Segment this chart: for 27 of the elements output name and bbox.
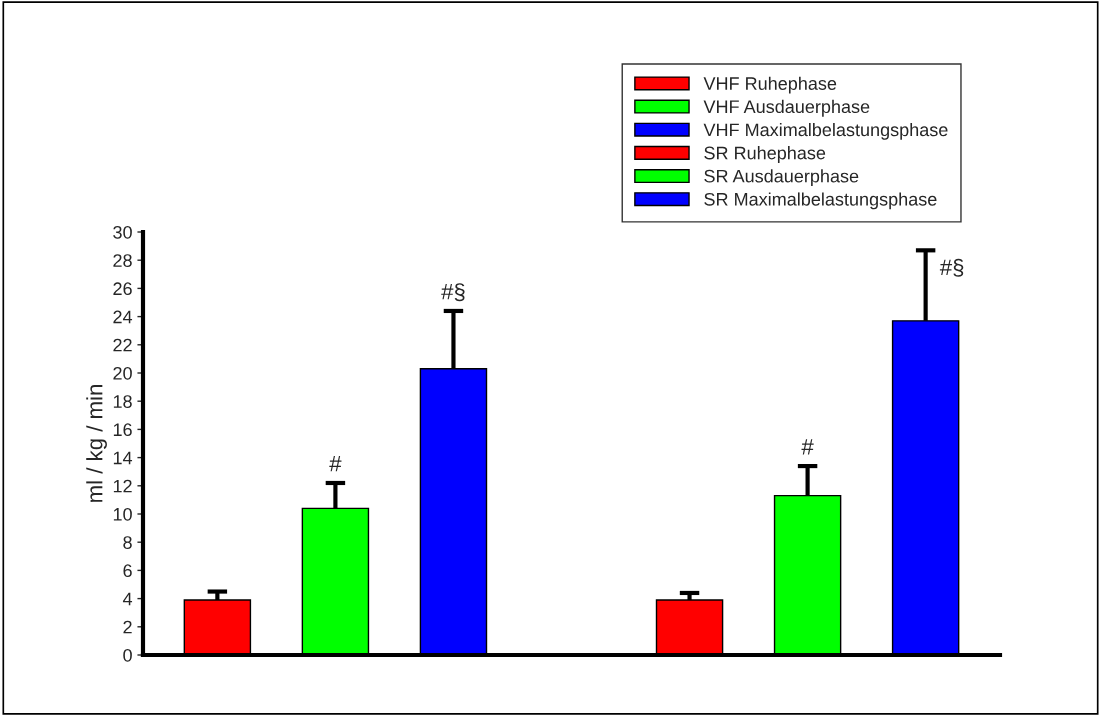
y-tick-label: 10	[113, 507, 132, 521]
legend-label: VHF Ruhephase	[703, 76, 837, 94]
legend-label: SR Ruhephase	[704, 146, 826, 163]
y-tick-label: 20	[113, 366, 132, 380]
y-tick-label: 24	[113, 310, 133, 324]
legend-label: VHF Ausdauerphase	[703, 99, 870, 117]
data-label: #§	[939, 258, 964, 277]
y-tick-label: 30	[113, 225, 132, 239]
legend-label: VHF Maximalbelastungsphase	[703, 122, 948, 140]
data-label: #§	[441, 283, 465, 302]
y-tick-label: 26	[113, 282, 132, 296]
y-tick-label: 8	[123, 536, 132, 549]
y-tick-label: 14	[113, 451, 133, 465]
y-tick-label: 4	[122, 592, 133, 606]
data-label: #	[329, 456, 342, 472]
data-label: #	[801, 439, 814, 455]
legend-label: SR Ausdauerphase	[704, 169, 859, 187]
y-tick-label: 2	[123, 620, 132, 634]
y-tick-label: 0	[123, 648, 132, 662]
y-tick-label: 6	[123, 564, 132, 578]
y-tick-label: 28	[113, 254, 132, 267]
y-tick-label: 18	[113, 395, 132, 408]
y-tick-label: 16	[113, 423, 132, 437]
y-tick-label: 12	[113, 479, 132, 493]
y-axis-title: ml / kg / min	[86, 385, 107, 502]
y-tick-label: 22	[113, 338, 132, 352]
legend-label: SR Maximalbelastungsphase	[704, 192, 937, 210]
